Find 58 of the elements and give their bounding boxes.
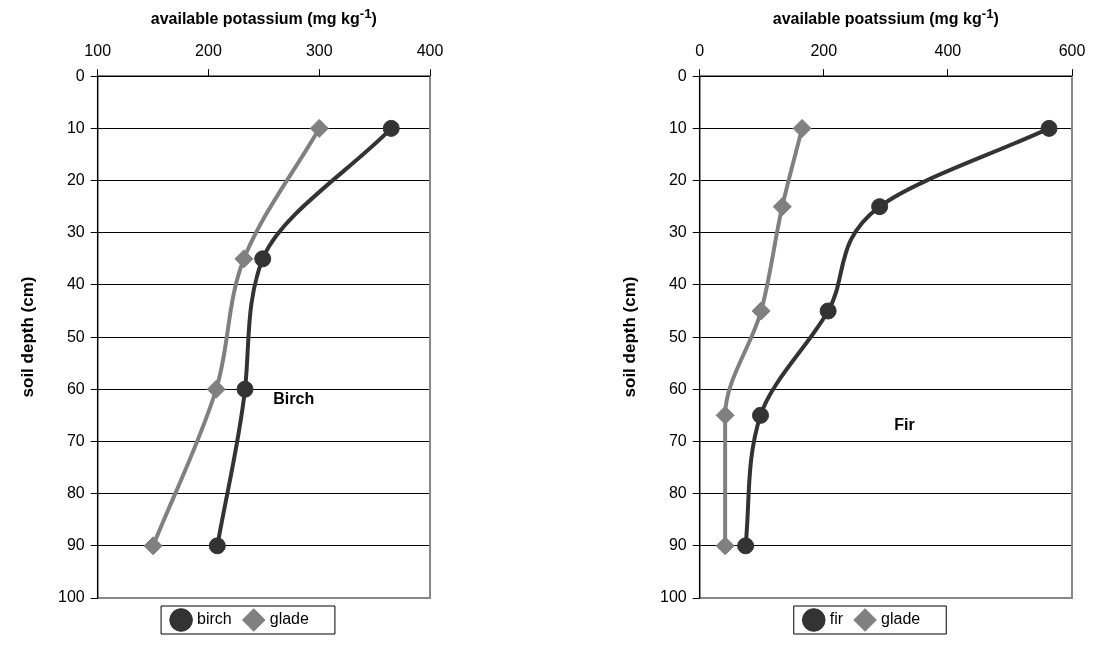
y-tick-label: 100: [57, 588, 85, 606]
y-tick-label: 70: [668, 431, 687, 449]
y-axis-title: soil depth (cm): [17, 276, 38, 398]
y-tick-label: 80: [66, 484, 85, 502]
point: [772, 197, 792, 217]
y-tick-label: 20: [668, 170, 687, 188]
y-tick-label: 10: [66, 118, 85, 136]
y-tick-label: 80: [668, 484, 687, 502]
y-tick-label: 0: [75, 66, 85, 84]
x-tick-label: 300: [305, 42, 333, 60]
point: [208, 537, 226, 555]
point: [143, 536, 163, 556]
point: [309, 118, 329, 138]
x-tick-label: 600: [1058, 42, 1086, 60]
legend-label: glade: [881, 610, 921, 628]
annotation: Fir: [894, 416, 915, 434]
point: [715, 536, 735, 556]
legend-label: birch: [197, 610, 232, 628]
y-tick-label: 30: [66, 223, 85, 241]
point: [234, 249, 254, 269]
point: [751, 301, 771, 321]
annotation: Birch: [273, 390, 315, 408]
y-tick-label: 20: [66, 170, 85, 188]
point: [382, 119, 400, 137]
x-tick-label: 200: [810, 42, 838, 60]
y-axis-title: soil depth (cm): [619, 276, 640, 398]
point: [236, 380, 254, 398]
y-tick-label: 70: [66, 431, 85, 449]
y-tick-label: 100: [659, 588, 687, 606]
point: [752, 406, 770, 424]
point: [871, 198, 889, 216]
point: [737, 537, 755, 555]
y-tick-label: 90: [66, 536, 85, 554]
x-axis-title: available potassium (mg kg$^{-1}$): [150, 6, 377, 29]
y-tick-label: 50: [66, 327, 85, 345]
x-tick-label: 100: [84, 42, 112, 60]
x-tick-label: 0: [695, 42, 705, 60]
y-tick-label: 30: [668, 223, 687, 241]
x-tick-label: 200: [195, 42, 222, 60]
point: [792, 118, 812, 138]
legend-label: fir: [829, 610, 844, 628]
y-tick-label: 90: [668, 536, 687, 554]
point: [1040, 119, 1058, 137]
y-tick-label: 50: [668, 327, 687, 345]
y-tick-label: 0: [677, 66, 687, 84]
y-tick-label: 60: [66, 379, 85, 397]
legend-label: glade: [269, 610, 310, 628]
y-tick-label: 60: [668, 379, 687, 397]
y-tick-label: 40: [66, 275, 85, 293]
x-tick-label: 400: [416, 42, 444, 60]
x-axis-title: available poatssium (mg kg$^{-1}$): [772, 6, 999, 29]
y-tick-label: 40: [668, 275, 687, 293]
point: [819, 302, 837, 320]
y-tick-label: 10: [668, 118, 687, 136]
point: [206, 379, 226, 399]
x-tick-label: 400: [934, 42, 962, 60]
point: [254, 250, 272, 268]
point: [715, 405, 735, 425]
